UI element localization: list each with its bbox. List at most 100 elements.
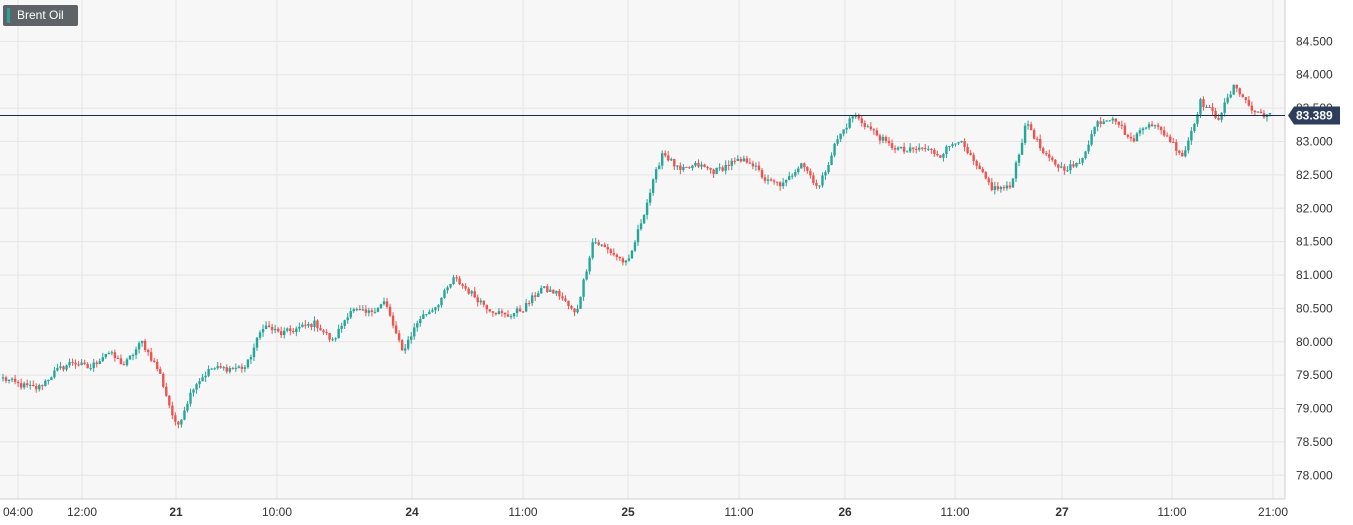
candle-body xyxy=(791,175,794,177)
candle-body xyxy=(691,165,694,169)
candle-body xyxy=(192,389,195,393)
candle-body xyxy=(1066,170,1069,172)
candle-body xyxy=(899,146,903,148)
x-tick-label: 11:00 xyxy=(1157,505,1186,519)
candle-body xyxy=(915,148,918,150)
candle-body xyxy=(921,147,924,149)
candle-body xyxy=(491,311,495,313)
candle-body xyxy=(624,260,628,263)
candle-body xyxy=(1220,112,1223,120)
candle-body xyxy=(854,115,857,117)
candle-body xyxy=(77,364,80,366)
candle-body xyxy=(225,367,228,372)
candle-body xyxy=(470,291,473,294)
candle-body xyxy=(724,164,727,171)
y-tick-label: 84.000 xyxy=(1296,68,1333,82)
y-tick-label: 82.500 xyxy=(1296,168,1333,182)
candle-body xyxy=(534,295,537,297)
candle-body xyxy=(86,364,89,369)
candle-body xyxy=(827,164,830,173)
candle-body xyxy=(92,362,95,369)
candle-body xyxy=(1217,117,1220,120)
candle-body xyxy=(458,278,461,285)
candle-body xyxy=(751,163,755,167)
candle-body xyxy=(240,366,244,369)
candle-body xyxy=(140,340,144,344)
candle-body xyxy=(349,311,352,318)
candle-body xyxy=(1135,133,1139,142)
x-tick-label: 04:00 xyxy=(3,505,33,519)
candle-body xyxy=(1014,162,1018,179)
candle-body xyxy=(896,147,900,150)
candle-body xyxy=(107,353,111,355)
candle-body xyxy=(1026,124,1030,126)
instrument-label[interactable]: Brent Oil xyxy=(3,5,78,26)
candle-body xyxy=(307,323,310,326)
candle-body xyxy=(676,165,679,167)
candle-body xyxy=(927,148,930,150)
candle-body xyxy=(343,320,346,326)
candle-body xyxy=(19,383,23,388)
candle-body xyxy=(863,123,867,127)
candle-body xyxy=(697,162,700,167)
candle-body xyxy=(939,155,942,158)
candle-body xyxy=(848,118,851,128)
candle-body xyxy=(131,354,135,356)
candle-body xyxy=(630,250,634,259)
candle-body xyxy=(1250,105,1254,111)
candle-body xyxy=(310,323,313,328)
candle-body xyxy=(322,330,325,333)
candle-body xyxy=(488,309,492,312)
candle-body xyxy=(1078,162,1081,164)
candle-body xyxy=(1238,88,1241,95)
candle-body xyxy=(824,172,827,176)
candle-body xyxy=(231,368,235,370)
candle-body xyxy=(183,410,186,420)
candle-body xyxy=(742,158,746,162)
y-tick-label: 84.500 xyxy=(1296,34,1333,48)
candle-body xyxy=(709,167,712,170)
candle-body xyxy=(41,385,44,387)
x-axis: 04:00 12:00 21 10:00 24 11:00 25 11:00 26 11:00 27… xyxy=(3,505,1288,519)
current-price-badge: 83.389 xyxy=(1288,106,1340,125)
plot-background xyxy=(0,0,1285,499)
candle-body xyxy=(911,147,915,149)
candle-body xyxy=(180,419,183,425)
candle-body xyxy=(615,254,619,258)
candle-body xyxy=(757,165,761,171)
candle-body xyxy=(258,332,262,338)
candle-body xyxy=(1190,130,1193,141)
candle-body xyxy=(416,323,419,328)
candle-body xyxy=(1117,121,1121,125)
x-tick-label: 11:00 xyxy=(724,505,753,519)
candle-body xyxy=(706,167,709,169)
y-tick-label: 78.000 xyxy=(1296,468,1333,482)
candle-body xyxy=(654,169,658,180)
candle-body xyxy=(963,141,966,147)
candle-body xyxy=(954,143,957,145)
candle-body xyxy=(645,202,649,215)
candle-body xyxy=(775,181,779,183)
candle-body xyxy=(379,304,383,309)
candle-body xyxy=(588,257,591,272)
candle-body xyxy=(443,290,446,298)
candle-body xyxy=(337,328,340,339)
candle-body xyxy=(400,340,404,351)
candle-body xyxy=(582,279,585,297)
candle-body xyxy=(1126,134,1130,137)
candle-body xyxy=(137,343,141,350)
candle-body xyxy=(1090,133,1093,145)
candle-body xyxy=(549,289,552,292)
candle-body xyxy=(1178,150,1181,153)
candle-body xyxy=(881,136,885,141)
candle-body xyxy=(143,340,147,351)
candle-body xyxy=(1120,124,1124,126)
candle-body xyxy=(128,355,132,360)
candle-body xyxy=(319,328,322,331)
candle-body xyxy=(452,277,455,284)
candle-body xyxy=(1199,99,1202,115)
x-tick-label: 10:00 xyxy=(262,505,292,519)
x-tick-label: 21:00 xyxy=(1258,505,1288,519)
candle-body xyxy=(162,373,165,387)
